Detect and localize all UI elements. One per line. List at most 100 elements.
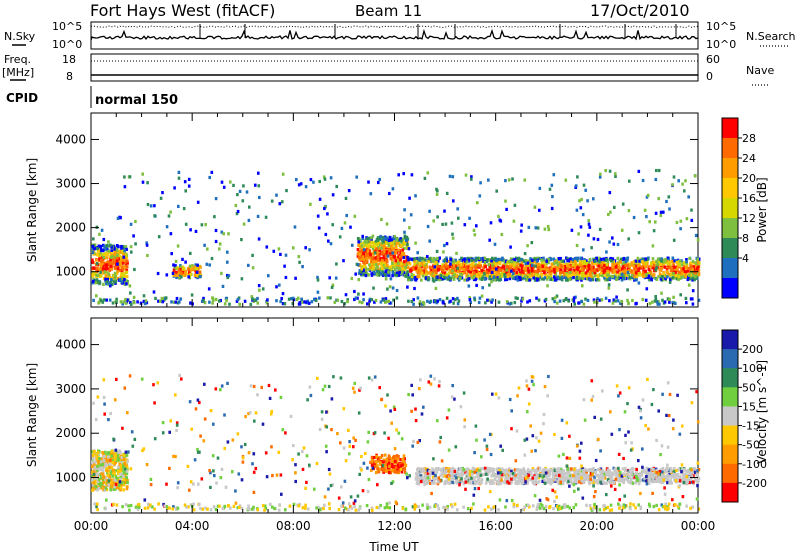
data-cell bbox=[382, 235, 385, 240]
data-cell bbox=[314, 298, 318, 302]
data-cell bbox=[672, 175, 676, 179]
data-cell bbox=[106, 455, 110, 459]
data-cell bbox=[360, 257, 363, 261]
data-cell bbox=[421, 274, 425, 278]
data-cell bbox=[697, 298, 701, 302]
data-cell bbox=[191, 267, 194, 271]
data-cell bbox=[279, 300, 282, 304]
data-cell bbox=[655, 168, 658, 173]
data-cell bbox=[115, 458, 118, 463]
data-cell bbox=[622, 477, 626, 482]
data-cell bbox=[423, 176, 427, 180]
data-cell bbox=[98, 280, 101, 284]
data-cell bbox=[406, 273, 410, 277]
data-cell bbox=[526, 300, 529, 304]
data-cell bbox=[528, 260, 531, 264]
data-cell bbox=[459, 263, 463, 267]
data-cell bbox=[684, 265, 688, 269]
data-cell bbox=[235, 212, 239, 216]
data-cell bbox=[371, 461, 374, 465]
data-cell bbox=[531, 263, 534, 268]
cpid-value: normal 150 bbox=[95, 93, 178, 108]
data-cell bbox=[196, 263, 199, 267]
data-cell bbox=[108, 475, 112, 479]
data-cell bbox=[516, 479, 520, 483]
data-cell bbox=[99, 463, 102, 467]
data-cell bbox=[605, 258, 608, 262]
data-cell bbox=[449, 258, 452, 262]
data-cell bbox=[380, 246, 383, 250]
data-cell bbox=[175, 270, 178, 274]
data-cell bbox=[600, 265, 603, 269]
data-cell bbox=[519, 478, 522, 482]
data-cell bbox=[508, 467, 511, 471]
data-cell bbox=[382, 298, 386, 302]
data-cell bbox=[100, 475, 103, 479]
data-cell bbox=[473, 480, 477, 484]
data-cell bbox=[669, 278, 672, 282]
data-cell bbox=[640, 265, 644, 269]
data-cell bbox=[456, 266, 459, 270]
data-cell bbox=[95, 262, 99, 266]
beam-label: Beam 11 bbox=[355, 2, 422, 20]
data-cell bbox=[666, 297, 670, 301]
data-cell bbox=[242, 184, 245, 188]
data-cell bbox=[528, 278, 531, 282]
data-cell bbox=[571, 270, 574, 274]
data-cell bbox=[696, 257, 699, 261]
data-cell bbox=[372, 261, 375, 265]
data-cell bbox=[123, 273, 126, 277]
nsky-tick-high: 10^5 bbox=[52, 20, 82, 33]
data-cell bbox=[386, 266, 389, 270]
data-cell bbox=[637, 169, 641, 173]
data-cell bbox=[323, 177, 327, 181]
data-cell bbox=[570, 260, 573, 264]
data-cell bbox=[218, 299, 221, 303]
data-cell bbox=[384, 277, 388, 281]
data-cell bbox=[91, 483, 95, 487]
data-cell bbox=[577, 273, 581, 277]
data-cell bbox=[400, 239, 403, 243]
data-cell bbox=[355, 175, 358, 179]
data-cell bbox=[374, 260, 378, 264]
data-cell bbox=[240, 238, 243, 242]
data-cell bbox=[632, 265, 636, 269]
data-cell bbox=[281, 302, 285, 306]
data-cell bbox=[92, 266, 95, 270]
data-cell bbox=[467, 269, 470, 273]
data-cell bbox=[631, 470, 634, 475]
data-cell bbox=[622, 268, 626, 272]
data-cell bbox=[496, 276, 500, 280]
data-cell bbox=[503, 268, 507, 272]
data-cell bbox=[100, 248, 103, 252]
data-cell bbox=[370, 298, 374, 302]
data-cell bbox=[692, 265, 695, 269]
data-cell bbox=[569, 270, 572, 275]
data-cell bbox=[214, 197, 218, 201]
data-cell bbox=[393, 457, 396, 461]
data-cell bbox=[675, 277, 679, 281]
data-cell bbox=[690, 218, 694, 222]
data-cell bbox=[477, 300, 481, 305]
data-cell bbox=[390, 457, 393, 461]
data-cell bbox=[92, 462, 96, 466]
data-cell bbox=[426, 271, 429, 275]
data-cell bbox=[376, 464, 379, 468]
data-cell bbox=[666, 271, 669, 275]
data-cell bbox=[519, 271, 522, 275]
data-cell bbox=[360, 301, 364, 305]
data-cell bbox=[102, 276, 106, 281]
data-cell bbox=[99, 274, 103, 278]
data-cell bbox=[592, 298, 596, 302]
data-cell bbox=[96, 488, 99, 492]
data-cell bbox=[491, 467, 494, 471]
data-cell bbox=[583, 265, 587, 269]
data-cell bbox=[386, 463, 390, 467]
data-cell bbox=[545, 268, 549, 272]
data-cell bbox=[680, 480, 683, 484]
data-cell bbox=[660, 291, 663, 295]
data-cell bbox=[490, 266, 494, 270]
data-cell bbox=[256, 301, 260, 305]
data-cell bbox=[415, 269, 419, 273]
data-cell bbox=[630, 269, 633, 273]
